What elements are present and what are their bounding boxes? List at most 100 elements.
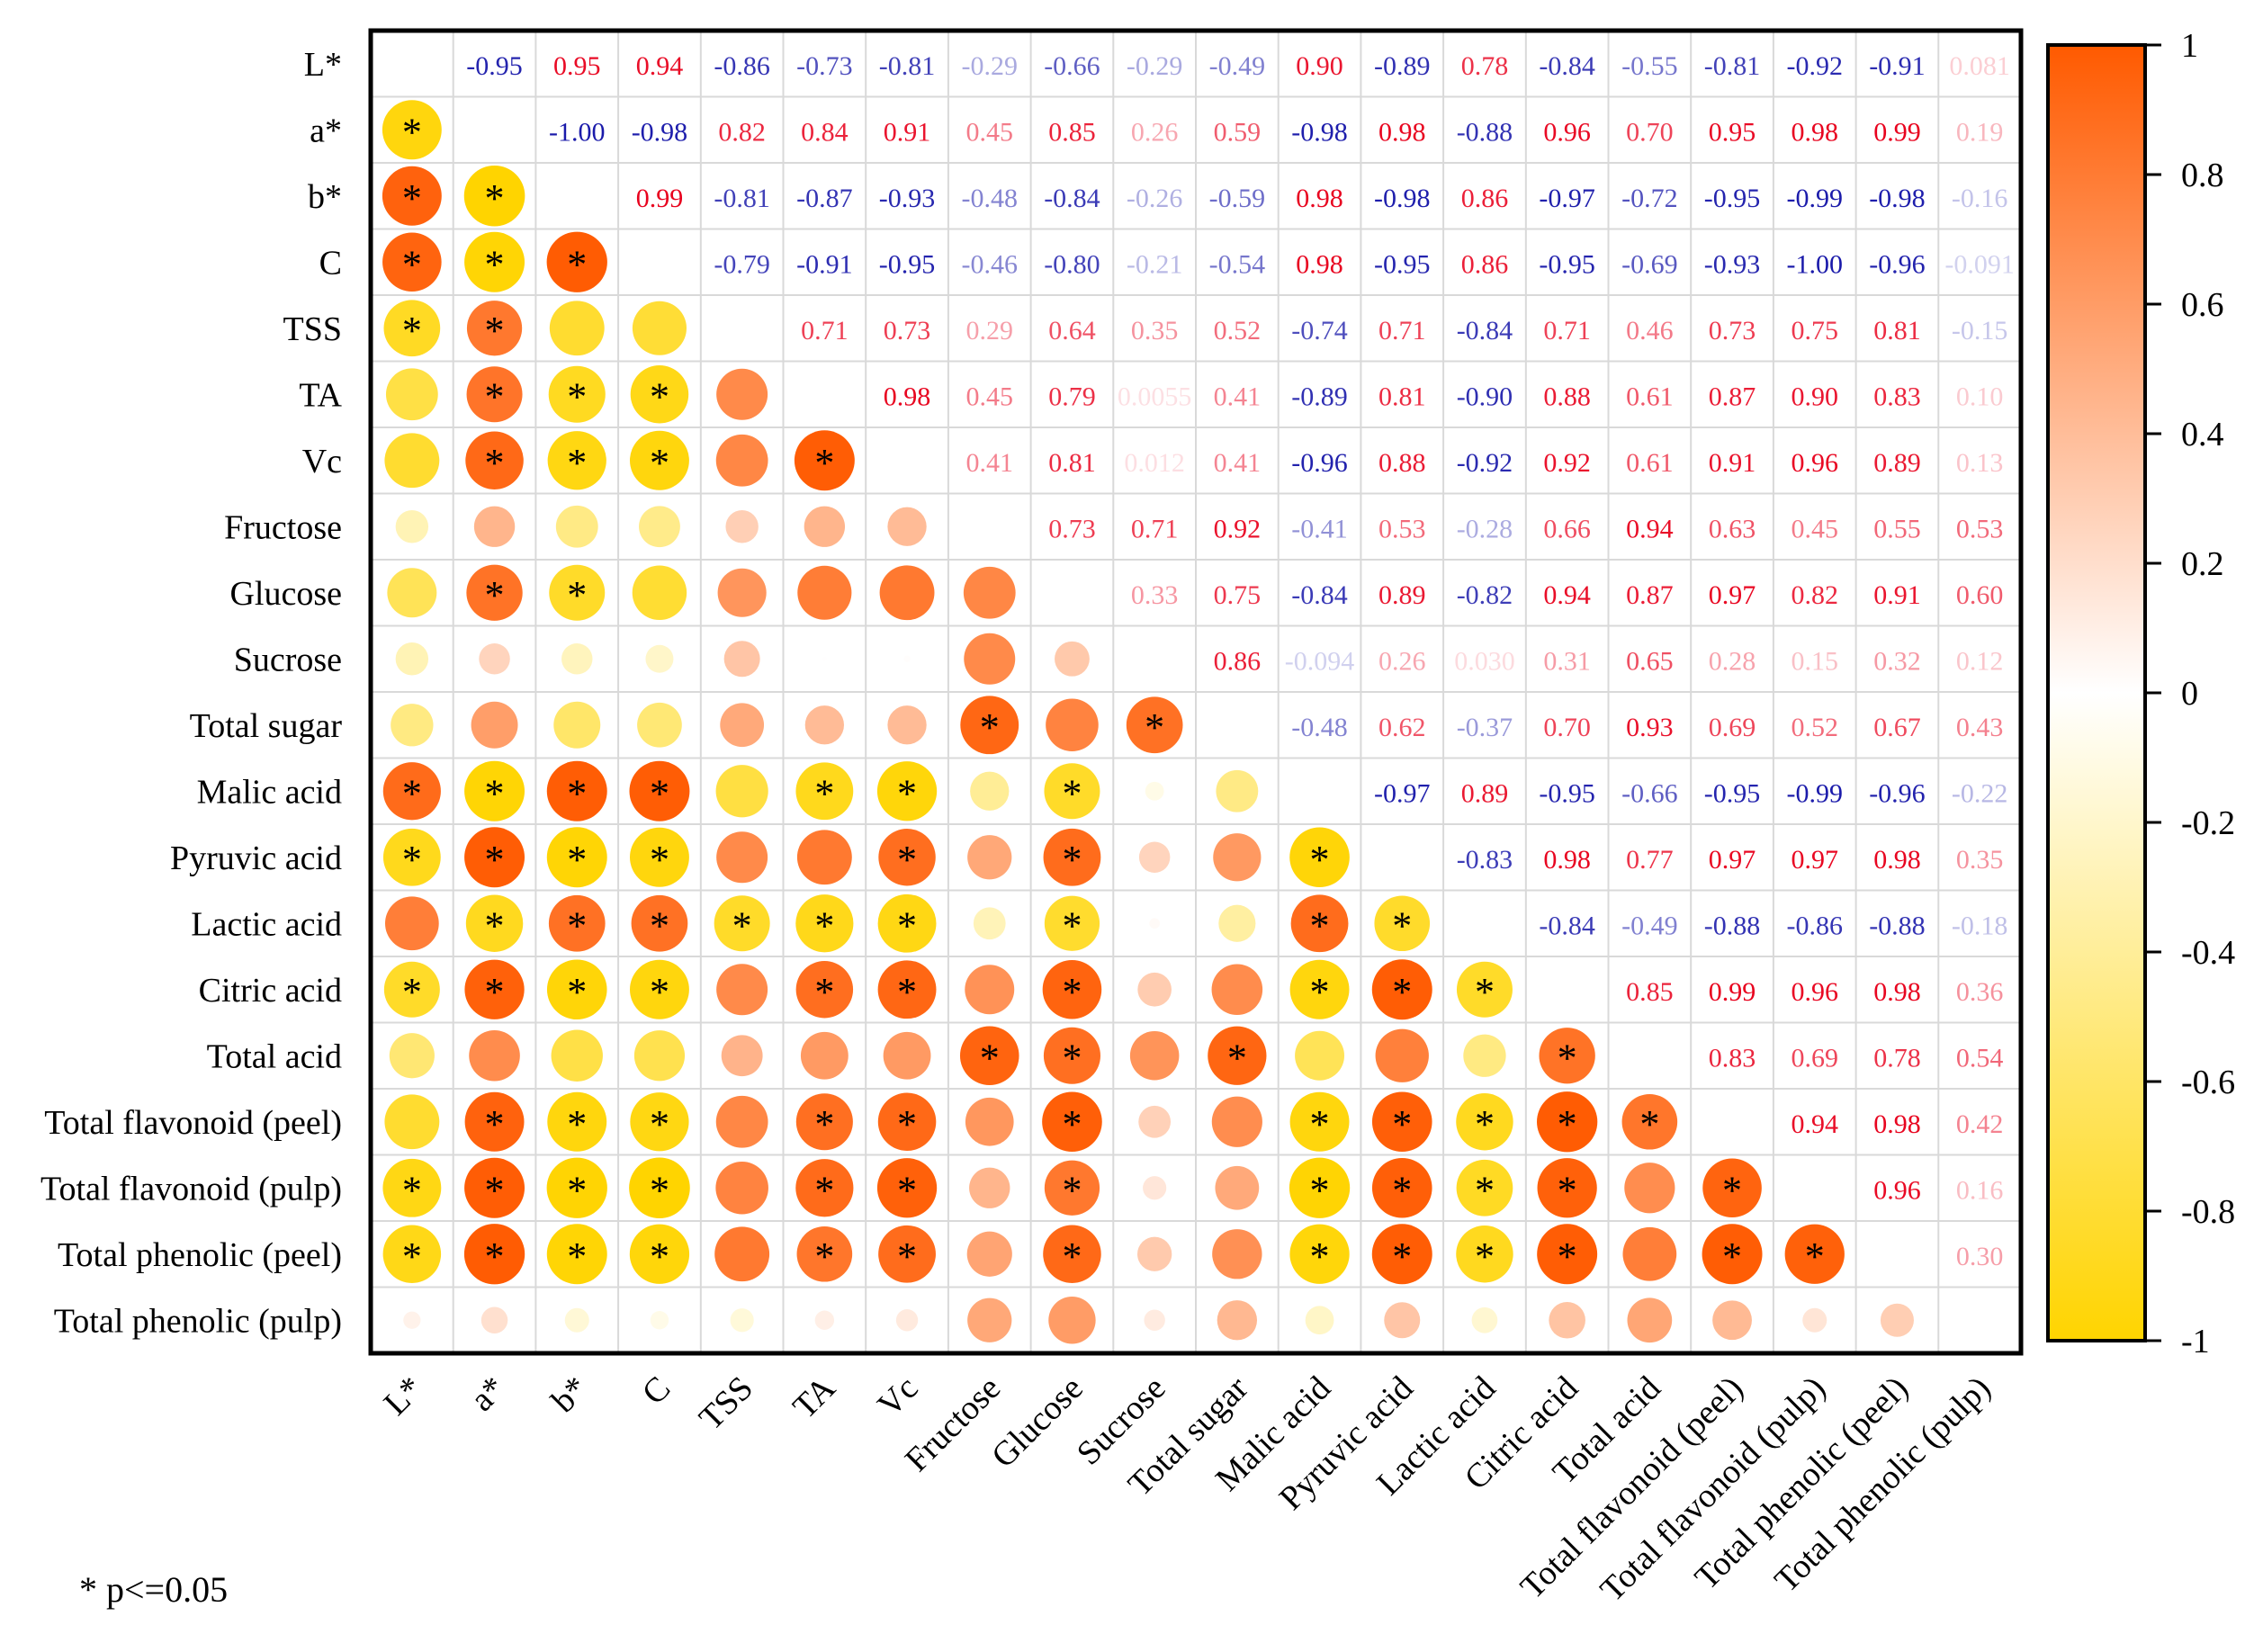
corr-circle [548, 894, 606, 952]
significance-marker: * [567, 771, 587, 815]
corr-circle [1622, 1226, 1677, 1281]
corr-circle [1375, 1028, 1429, 1082]
corr-circle [551, 1029, 603, 1082]
significance-marker: * [650, 1168, 669, 1212]
corr-label: -0.99 [1787, 778, 1844, 808]
corr-label: 0.81 [1378, 382, 1426, 411]
significance-marker: * [650, 771, 669, 815]
corr-circle [903, 655, 911, 662]
corr-circle [964, 633, 1016, 685]
corr-label: -0.46 [962, 249, 1019, 279]
corr-circle [1044, 1160, 1100, 1216]
corr-circle [1129, 1030, 1180, 1081]
corr-circle [1456, 961, 1513, 1018]
significance-marker: * [1558, 1168, 1577, 1212]
corr-circle [471, 701, 518, 749]
corr-label: 0.29 [966, 316, 1014, 346]
corr-label: 0.59 [1214, 117, 1262, 147]
corr-circle [715, 1095, 768, 1148]
corr-circle [473, 506, 516, 547]
colorbar-tick-label: 0 [2181, 675, 2198, 713]
significance-marker: * [402, 970, 422, 1014]
corr-label: 0.030 [1454, 646, 1515, 676]
significance-marker: * [814, 771, 834, 815]
corr-circle [1537, 1091, 1598, 1153]
corr-label: 0.94 [1626, 514, 1674, 543]
corr-label: 0.98 [1792, 117, 1839, 147]
corr-circle [464, 959, 525, 1019]
corr-label: 0.16 [1956, 1175, 2004, 1205]
corr-circle [469, 1029, 520, 1082]
corr-circle [464, 231, 525, 292]
corr-label: 0.78 [1873, 1043, 1921, 1073]
corr-circle [630, 365, 689, 424]
corr-circle [965, 1097, 1014, 1146]
corr-label: -0.29 [962, 51, 1019, 81]
significance-marker: * [650, 1235, 669, 1279]
corr-label: -0.95 [1539, 778, 1595, 808]
corr-circle [1471, 1306, 1498, 1333]
row-label: a* [310, 112, 342, 149]
significance-marker: * [1310, 903, 1330, 947]
corr-circle [384, 433, 440, 489]
corr-label: -0.92 [1787, 51, 1844, 81]
corr-label: 0.30 [1956, 1242, 2004, 1271]
corr-circle [1371, 1157, 1432, 1218]
significance-marker: * [814, 970, 834, 1014]
corr-circle [1289, 827, 1350, 888]
corr-circle [878, 1225, 936, 1283]
corr-circle [1042, 1091, 1102, 1153]
corr-label: 0.86 [1461, 184, 1509, 213]
corr-label: 0.84 [801, 117, 849, 147]
corr-label: 0.41 [966, 448, 1014, 478]
significance-marker: * [567, 441, 587, 485]
corr-label: 0.90 [1296, 51, 1343, 81]
corr-circle [730, 1308, 754, 1333]
corr-circle [547, 431, 606, 490]
significance-marker: * [1062, 771, 1082, 815]
corr-label: -0.15 [1952, 316, 2008, 346]
significance-marker: * [897, 1102, 917, 1146]
corr-circle [959, 1026, 1019, 1086]
corr-circle [794, 430, 855, 491]
corr-circle [1621, 1093, 1678, 1150]
corr-label: 0.35 [1956, 845, 2004, 875]
corr-label: 0.97 [1709, 845, 1756, 875]
colorbar-tick-label: 1 [2181, 27, 2198, 65]
corr-circle [883, 1031, 931, 1080]
corr-circle [1215, 1165, 1260, 1210]
corr-circle [715, 1161, 768, 1215]
corr-label: 0.94 [1792, 1109, 1839, 1139]
significance-marker: * [485, 1168, 505, 1212]
corr-label: 0.85 [1048, 117, 1096, 147]
corr-label: 0.31 [1543, 646, 1591, 676]
corr-label: 0.89 [1461, 778, 1509, 808]
corr-label: 0.73 [884, 316, 931, 346]
corr-label: -0.88 [1457, 117, 1513, 147]
corr-label: 0.95 [1709, 117, 1756, 147]
corr-circle [1144, 1309, 1165, 1331]
corr-label: -0.98 [1869, 184, 1926, 213]
corr-circle [877, 1092, 937, 1151]
corr-label: 0.98 [1873, 1109, 1921, 1139]
corr-circle [1371, 959, 1432, 1020]
corr-label: 0.41 [1214, 382, 1262, 411]
corr-circle [887, 705, 927, 745]
significance-marker: * [897, 771, 917, 815]
corr-label: -0.95 [1704, 184, 1761, 213]
corr-label: -0.37 [1457, 713, 1513, 742]
colorbar-tick-label: -0.4 [2181, 934, 2235, 972]
corr-label: 0.98 [1873, 845, 1921, 875]
corr-circle [632, 565, 687, 620]
corr-label: -0.91 [796, 249, 853, 279]
corr-circle [1143, 1176, 1167, 1200]
corr-label: 0.96 [1792, 448, 1839, 478]
corr-label: 0.97 [1709, 580, 1756, 610]
grid-layer [371, 31, 2021, 1353]
corr-label: 0.26 [1378, 646, 1426, 676]
corr-circle [464, 827, 525, 888]
significance-marker: * [567, 1102, 587, 1146]
row-label: Sucrose [234, 641, 342, 678]
row-label: TA [299, 376, 342, 414]
corr-label: 0.53 [1378, 514, 1426, 543]
